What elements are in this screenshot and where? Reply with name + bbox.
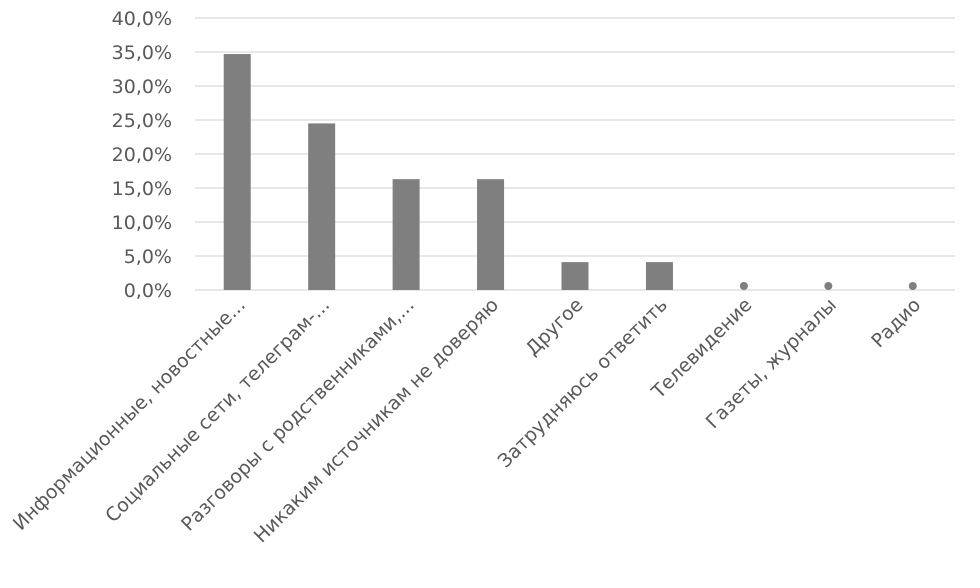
bar	[561, 262, 589, 290]
y-tick-label: 5,0%	[124, 246, 172, 268]
x-category-label: Затрудняюсь ответить	[494, 294, 672, 472]
y-tick-label: 20,0%	[112, 144, 172, 166]
bar	[645, 262, 673, 290]
x-category-label: Другое	[521, 294, 587, 360]
bar	[392, 179, 420, 290]
y-tick-label: 0,0%	[124, 280, 172, 302]
y-tick-label: 15,0%	[112, 178, 172, 200]
bar-zero-marker	[739, 282, 748, 290]
y-tick-label: 30,0%	[112, 76, 172, 98]
bar	[223, 54, 251, 290]
x-category-label: Радио	[867, 294, 925, 352]
bar	[477, 179, 505, 290]
y-tick-label: 40,0%	[112, 8, 172, 30]
bar	[308, 123, 336, 291]
bar-zero-marker	[824, 282, 833, 290]
y-tick-label: 25,0%	[112, 110, 172, 132]
bar-zero-marker	[908, 282, 917, 290]
y-tick-label: 10,0%	[112, 212, 172, 234]
y-tick-label: 35,0%	[112, 42, 172, 64]
